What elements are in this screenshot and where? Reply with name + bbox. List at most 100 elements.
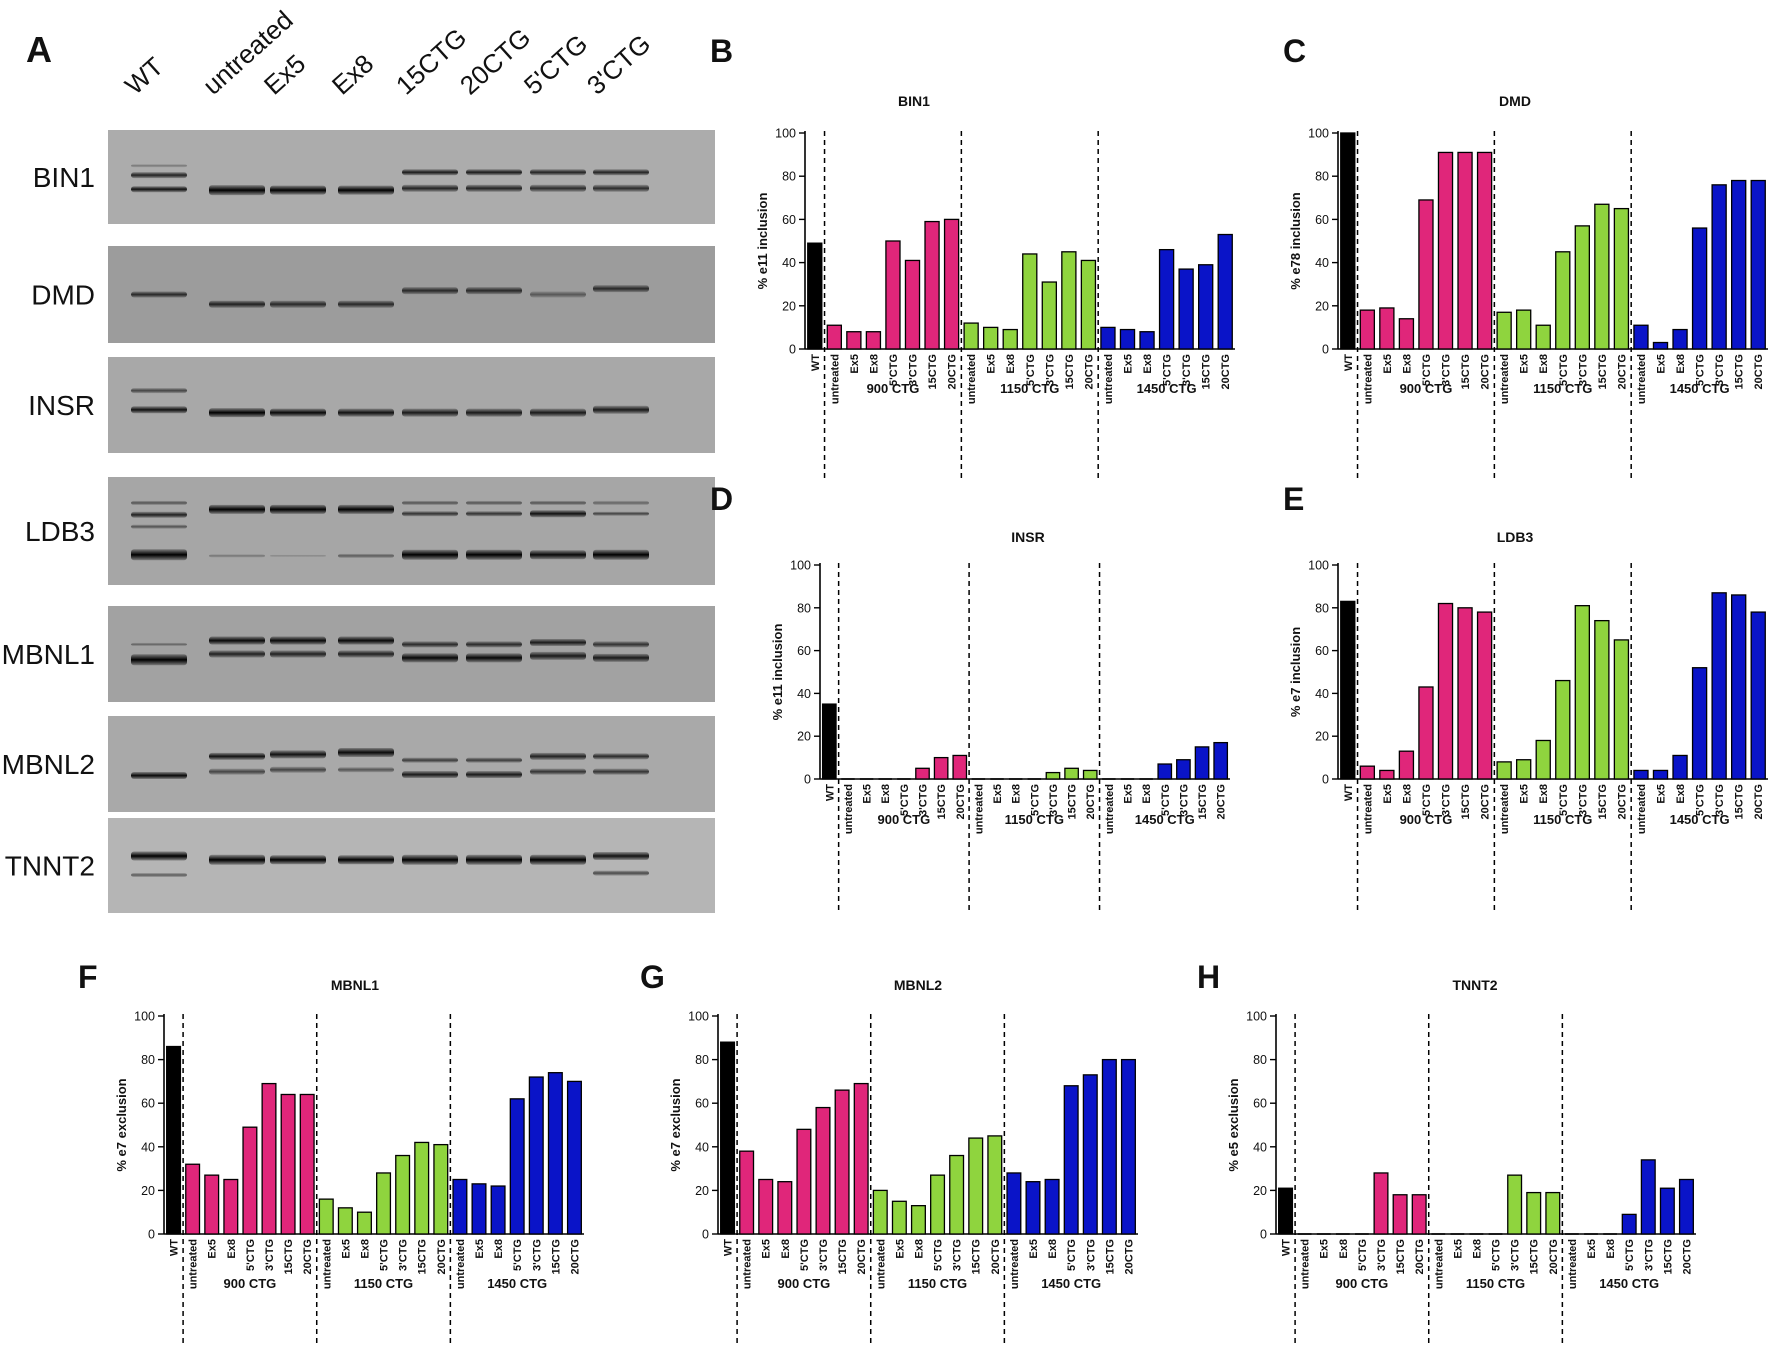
gel-band bbox=[593, 653, 649, 662]
lane-label: 3'CTG bbox=[581, 28, 656, 100]
x-tick-label: 3'CTG bbox=[918, 784, 930, 816]
x-tick-label: 5'CTG bbox=[1421, 354, 1433, 386]
x-tick-label: 20CTG bbox=[1220, 354, 1232, 389]
y-tick-label: 0 bbox=[1322, 343, 1329, 357]
gel-band bbox=[131, 642, 187, 646]
gel-band bbox=[593, 870, 649, 876]
x-tick-label: 20CTG bbox=[955, 784, 967, 819]
gel-band bbox=[209, 504, 265, 514]
x-tick-label: untreated bbox=[843, 784, 855, 834]
y-tick-label: 100 bbox=[1308, 127, 1329, 141]
x-tick-label: untreated bbox=[1567, 1239, 1579, 1289]
bar bbox=[1359, 765, 1376, 780]
gel-band bbox=[131, 500, 187, 505]
x-tick-label: Ex8 bbox=[226, 1239, 238, 1259]
y-tick-label: 40 bbox=[1315, 256, 1329, 270]
y-tick-label: 40 bbox=[797, 687, 811, 701]
bar bbox=[949, 1154, 965, 1235]
bar bbox=[1044, 1178, 1060, 1235]
gene-label: INSR bbox=[28, 390, 95, 421]
bar bbox=[968, 1137, 984, 1235]
y-axis-label: % e11 inclusion bbox=[770, 624, 785, 721]
x-tick-label: 20CTG bbox=[1216, 784, 1228, 819]
gel-band bbox=[131, 772, 187, 780]
bar bbox=[1476, 611, 1493, 780]
group-label: 1150 CTG bbox=[1533, 812, 1592, 827]
x-tick-label: Ex5 bbox=[1123, 354, 1135, 374]
gel-band bbox=[402, 500, 458, 505]
bar bbox=[1515, 309, 1532, 350]
gel-band bbox=[402, 169, 458, 176]
gel-band bbox=[338, 747, 394, 757]
bar bbox=[1063, 1085, 1079, 1235]
chart-D: D INSR 0 20 40 60 80 100 % e11 inclusion WT untrea… bbox=[710, 481, 1230, 914]
gel-background bbox=[108, 716, 715, 812]
lane-label: WT bbox=[119, 51, 169, 100]
x-tick-label: 20CTG bbox=[947, 354, 959, 389]
y-tick-label: 100 bbox=[775, 127, 796, 141]
bar bbox=[952, 754, 968, 780]
x-tick-label: 15CTG bbox=[1597, 784, 1609, 819]
bar bbox=[414, 1141, 430, 1235]
x-tick-label: 5'CTG bbox=[1357, 1239, 1369, 1271]
group-label: 900 CTG bbox=[1400, 381, 1453, 396]
chart-F: F MBNL1 0 20 40 60 80 100 % e7 exclusion WT untrea… bbox=[78, 959, 584, 1344]
bar bbox=[910, 1205, 926, 1235]
x-tick-label: 3'CTG bbox=[1714, 354, 1726, 386]
bar bbox=[1457, 607, 1473, 780]
bar bbox=[1100, 326, 1116, 350]
x-tick-label: WT bbox=[723, 1239, 735, 1256]
x-tick-label: Ex8 bbox=[1401, 784, 1413, 804]
bar bbox=[943, 218, 960, 350]
bar-wt bbox=[1340, 600, 1356, 780]
bar bbox=[1437, 151, 1454, 350]
gel-band bbox=[270, 300, 326, 308]
x-tick-label: Ex8 bbox=[1011, 784, 1023, 804]
bar bbox=[1213, 741, 1229, 780]
bar bbox=[1730, 179, 1747, 350]
bar-wt bbox=[821, 703, 837, 780]
x-tick-label: untreated bbox=[1300, 1239, 1312, 1289]
gel-row bbox=[108, 246, 715, 343]
bar bbox=[1411, 1194, 1427, 1235]
gel-band bbox=[131, 388, 187, 394]
y-tick-label: 60 bbox=[782, 213, 796, 227]
x-tick-label: Ex8 bbox=[493, 1239, 505, 1259]
x-tick-label: Ex8 bbox=[1141, 784, 1153, 804]
x-tick-label: WT bbox=[810, 354, 822, 371]
y-tick-label: 100 bbox=[1246, 1010, 1267, 1024]
gel-band bbox=[209, 768, 265, 775]
x-tick-label: 15CTG bbox=[1064, 354, 1076, 389]
bar bbox=[758, 1178, 774, 1235]
bar bbox=[566, 1080, 582, 1235]
bar bbox=[987, 1135, 1003, 1235]
x-tick-label: 3'CTG bbox=[908, 354, 920, 386]
bar bbox=[1176, 759, 1191, 780]
chart-title: MBNL1 bbox=[331, 977, 379, 993]
gel-band bbox=[209, 300, 265, 308]
x-tick-label: Ex5 bbox=[992, 784, 1004, 804]
x-tick-label: 20CTG bbox=[1480, 354, 1492, 389]
bar bbox=[1437, 602, 1454, 780]
bar bbox=[1555, 679, 1571, 780]
gel-row bbox=[108, 716, 715, 812]
bar bbox=[1711, 592, 1727, 780]
x-tick-label: 20CTG bbox=[1480, 784, 1492, 819]
y-tick-label: 20 bbox=[1315, 730, 1329, 744]
bar bbox=[1418, 686, 1434, 780]
bar-wt bbox=[1278, 1187, 1294, 1235]
gel-row bbox=[108, 130, 715, 224]
x-tick-label: 15CTG bbox=[1104, 1239, 1116, 1274]
x-tick-label: 5'CTG bbox=[1162, 354, 1174, 386]
bar bbox=[1535, 739, 1551, 780]
bar bbox=[1002, 328, 1018, 350]
group-label: 1150 CTG bbox=[1000, 381, 1059, 396]
gel-band bbox=[402, 641, 458, 648]
gel-band bbox=[338, 408, 394, 417]
gene-label: MBNL1 bbox=[2, 639, 95, 670]
bar bbox=[1157, 763, 1173, 780]
y-tick-label: 80 bbox=[141, 1053, 155, 1067]
bar bbox=[1496, 761, 1512, 780]
y-tick-label: 100 bbox=[688, 1010, 709, 1024]
gel-band bbox=[209, 752, 265, 760]
